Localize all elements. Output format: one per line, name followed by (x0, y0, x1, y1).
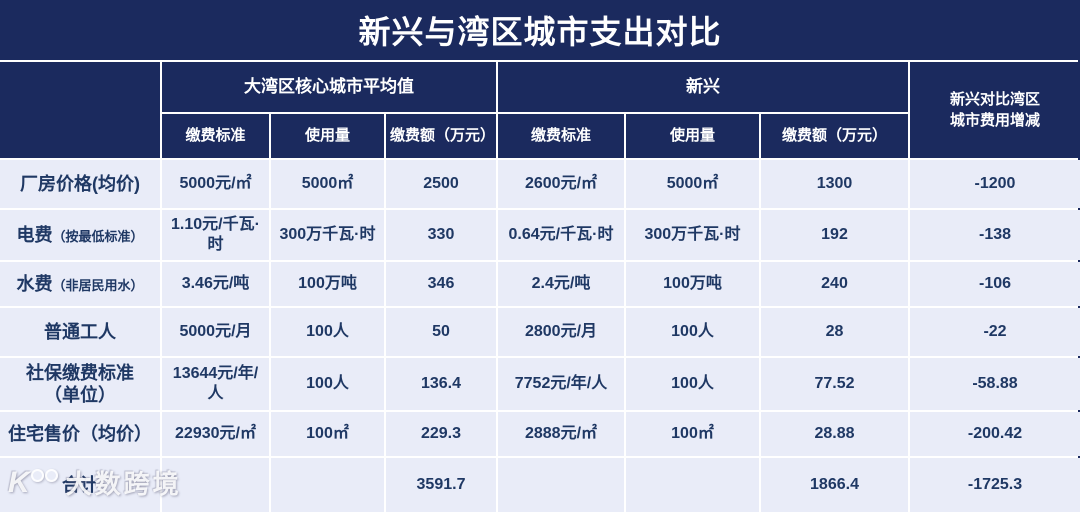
table-cell: 100万吨 (271, 262, 384, 306)
table-cell: -1725.3 (910, 458, 1080, 512)
table-cell: 2888元/㎡ (498, 412, 624, 456)
column-group-diff-line2: 城市费用增减 (949, 112, 1040, 129)
subheader-bay-amount: 缴费额（万元） (386, 114, 496, 158)
table-cell: 100㎡ (626, 412, 759, 456)
table-cell: 2600元/㎡ (498, 160, 624, 208)
table-cell: 7752元/年/人 (498, 358, 624, 410)
table-cell: 229.3 (386, 412, 496, 456)
table-cell: 100万吨 (626, 262, 759, 306)
table-cell: -22 (910, 308, 1080, 356)
column-group-diff: 新兴对比湾区 城市费用增减 (910, 62, 1080, 158)
table-cell (498, 458, 624, 512)
table-cell: 300万千瓦·时 (626, 210, 759, 260)
table-cell: 2.4元/吨 (498, 262, 624, 306)
table-cell: 28.88 (761, 412, 908, 456)
table-cell: 192 (761, 210, 908, 260)
table-cell: 100人 (626, 358, 759, 410)
title-bar: 新兴与湾区城市支出对比 (0, 0, 1080, 60)
table-cell: 2500 (386, 160, 496, 208)
table-cell: -138 (910, 210, 1080, 260)
table-cell: 77.52 (761, 358, 908, 410)
table-cell: 2800元/月 (498, 308, 624, 356)
subheader-xinxing-amount: 缴费额（万元） (761, 114, 908, 158)
table-cell: 3.46元/吨 (162, 262, 269, 306)
table-cell: 346 (386, 262, 496, 306)
table-cell: -58.88 (910, 358, 1080, 410)
table-cell: 1300 (761, 160, 908, 208)
table-cell: -1200 (910, 160, 1080, 208)
row-label-social-insurance: 社保缴费标准 （单位） (0, 358, 160, 410)
table-cell: 5000㎡ (626, 160, 759, 208)
table-cell: 240 (761, 262, 908, 306)
corner-cell (0, 62, 160, 158)
column-group-diff-line1: 新兴对比湾区 (949, 91, 1040, 108)
row-label-total: 合计 (0, 458, 160, 512)
table-cell: 50 (386, 308, 496, 356)
subheader-bay-standard: 缴费标准 (162, 114, 269, 158)
subheader-xinxing-standard: 缴费标准 (498, 114, 624, 158)
comparison-table: 大湾区核心城市平均值 新兴 新兴对比湾区 城市费用增减 缴费标准 使用量 缴费额… (0, 60, 1080, 512)
table-cell: -200.42 (910, 412, 1080, 456)
table-cell: 136.4 (386, 358, 496, 410)
table-cell: 5000元/月 (162, 308, 269, 356)
table-cell (271, 458, 384, 512)
table-cell: 0.64元/千瓦·时 (498, 210, 624, 260)
row-label-worker: 普通工人 (0, 308, 160, 356)
column-group-bay-area: 大湾区核心城市平均值 (162, 62, 496, 112)
table-cell: 28 (761, 308, 908, 356)
table-cell: 22930元/㎡ (162, 412, 269, 456)
row-label-water: 水费（非居民用水） (0, 262, 160, 306)
table-cell: 330 (386, 210, 496, 260)
row-label-electricity: 电费（按最低标准） (0, 210, 160, 260)
subheader-xinxing-usage: 使用量 (626, 114, 759, 158)
table-cell: 3591.7 (386, 458, 496, 512)
table-cell: 5000㎡ (271, 160, 384, 208)
subheader-bay-usage: 使用量 (271, 114, 384, 158)
column-group-xinxing: 新兴 (498, 62, 908, 112)
table-cell: 100人 (271, 358, 384, 410)
row-label-residential-price: 住宅售价（均价） (0, 412, 160, 456)
table-cell: -106 (910, 262, 1080, 306)
table-cell (626, 458, 759, 512)
table-cell: 100人 (626, 308, 759, 356)
page-title: 新兴与湾区城市支出对比 (358, 14, 722, 50)
table-cell: 13644元/年/人 (162, 358, 269, 410)
table-cell: 1.10元/千瓦·时 (162, 210, 269, 260)
table-cell: 1866.4 (761, 458, 908, 512)
row-label-factory-price: 厂房价格(均价) (0, 160, 160, 208)
table-cell: 100人 (271, 308, 384, 356)
table-cell (162, 458, 269, 512)
table-cell: 100㎡ (271, 412, 384, 456)
table-cell: 5000元/㎡ (162, 160, 269, 208)
table-cell: 300万千瓦·时 (271, 210, 384, 260)
